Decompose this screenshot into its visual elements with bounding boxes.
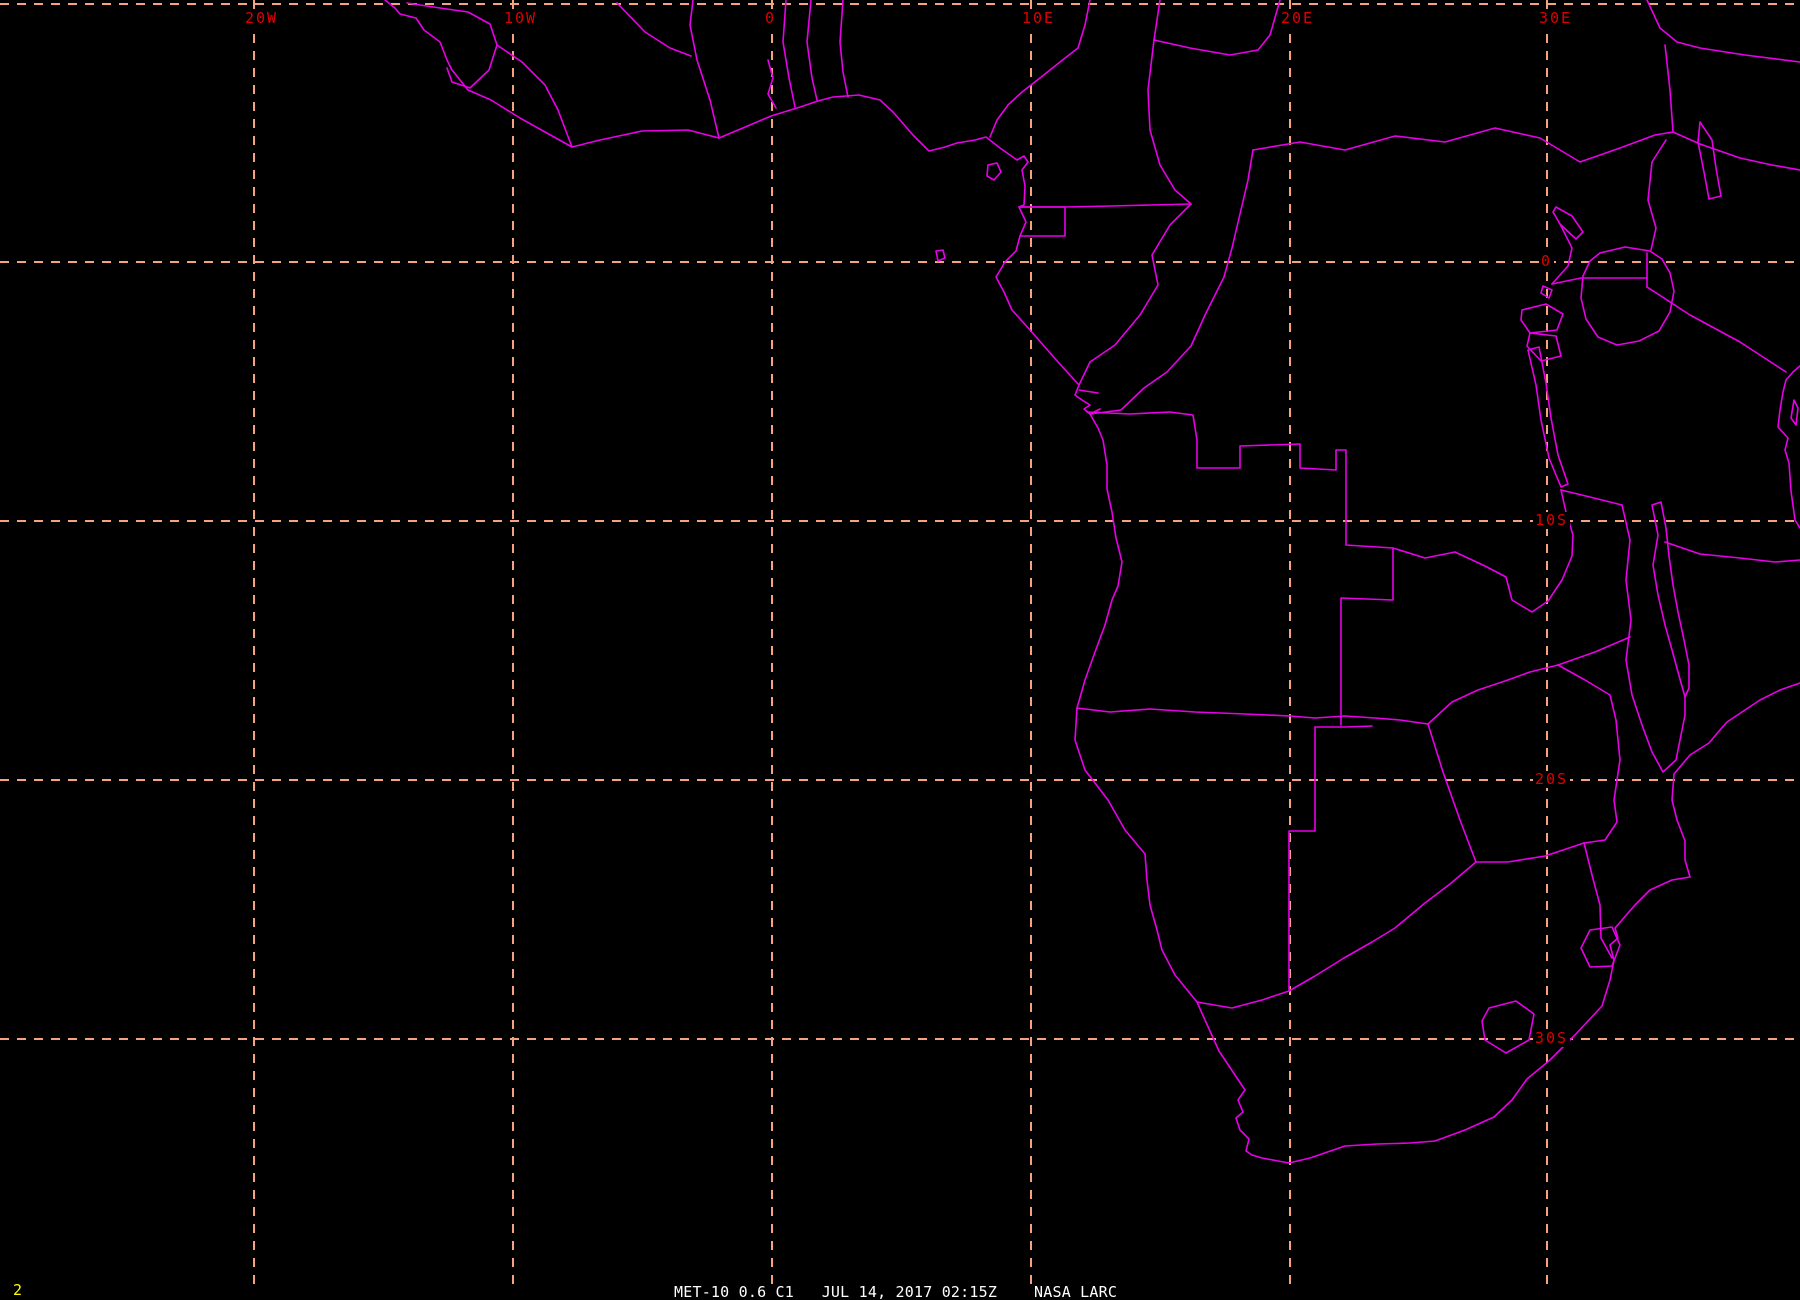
border-cameroon-chad bbox=[1153, 0, 1281, 56]
border-lesotho bbox=[1481, 1000, 1535, 1054]
border-cabinda-south bbox=[1089, 408, 1101, 415]
border-cameroon-car bbox=[1147, 0, 1192, 205]
border-burkina bbox=[616, 2, 692, 57]
gridline-parallel-30s bbox=[0, 1038, 1800, 1040]
border-sudan-ethiopia bbox=[1646, 0, 1800, 63]
status-line: MET-10 0.6 C1 JUL 14, 2017 02:15Z NASA L… bbox=[674, 1283, 1118, 1300]
gridline-parallel-0 bbox=[0, 261, 1800, 263]
lake-turkana bbox=[1697, 121, 1722, 200]
coastline-east-africa bbox=[1777, 365, 1800, 529]
border-south-sudan-uganda bbox=[1664, 44, 1674, 133]
gridline-parallel-10s bbox=[0, 520, 1800, 522]
lake-tanganyika bbox=[1527, 346, 1569, 488]
border-south-africa-zimbabwe bbox=[1475, 842, 1585, 863]
gridline-parallel-20s bbox=[0, 779, 1800, 781]
lake-edward bbox=[1540, 285, 1553, 299]
gridline-meridian-30e bbox=[1546, 0, 1548, 1292]
parallel-label-0: 0 bbox=[1539, 252, 1555, 270]
lake-volta bbox=[767, 59, 777, 109]
border-rwanda bbox=[1520, 303, 1564, 334]
border-cote-divoire-ghana bbox=[689, 0, 720, 139]
border-zambia-zimbabwe bbox=[1427, 664, 1559, 725]
border-namibia-botswana bbox=[1288, 726, 1316, 992]
border-caprivi-south bbox=[1314, 725, 1373, 728]
island-zanzibar bbox=[1790, 399, 1799, 426]
meridian-label-10w: 10W bbox=[502, 9, 540, 27]
border-namibia-angola bbox=[1076, 707, 1316, 719]
border-sierra-leone bbox=[406, 2, 498, 89]
coastline-africa bbox=[384, 0, 1800, 1164]
border-south-africa-botswana bbox=[1288, 861, 1477, 992]
lake-malawi bbox=[1651, 501, 1690, 698]
border-drc-uganda bbox=[1551, 223, 1573, 285]
border-benin-nigeria bbox=[839, 0, 849, 98]
border-namibia-south-africa bbox=[1196, 990, 1290, 1009]
border-togo-benin bbox=[806, 0, 818, 101]
island-sao-tome bbox=[935, 249, 946, 262]
gridline-meridian-10e bbox=[1030, 0, 1032, 1292]
border-congo-drc bbox=[1089, 149, 1254, 415]
meridian-label-30e: 30E bbox=[1537, 9, 1575, 27]
border-ghana-togo bbox=[782, 0, 796, 108]
border-car-drc bbox=[1252, 127, 1674, 163]
border-botswana-zimbabwe bbox=[1427, 723, 1477, 863]
border-south-africa-mozambique bbox=[1583, 842, 1613, 959]
border-cabinda-north bbox=[1078, 389, 1099, 394]
gridline-meridian-10w bbox=[512, 0, 514, 1292]
border-kenya-ethiopia bbox=[1672, 131, 1800, 171]
border-equatorial-guinea bbox=[1018, 206, 1066, 237]
border-kenya-tanzania bbox=[1646, 286, 1787, 373]
border-zimbabwe-mozambique bbox=[1557, 664, 1621, 844]
gridline-parallel-10n bbox=[0, 3, 1800, 5]
border-nigeria-cameroon bbox=[989, 0, 1091, 138]
island-bioko bbox=[986, 162, 1002, 181]
parallel-label-20s: 20S bbox=[1533, 770, 1571, 788]
border-uganda-tanzania bbox=[1551, 277, 1648, 285]
border-burundi bbox=[1526, 332, 1562, 362]
border-uganda-kenya bbox=[1647, 139, 1667, 251]
border-malawi-zambia bbox=[1621, 504, 1686, 773]
parallel-label-10s: 10S bbox=[1533, 511, 1571, 529]
border-tanzania-zambia bbox=[1560, 489, 1623, 506]
border-liberia-cote-divoire bbox=[496, 44, 573, 148]
border-gabon-congo bbox=[1078, 203, 1192, 386]
border-eswatini bbox=[1580, 926, 1621, 968]
gridline-meridian-0 bbox=[771, 0, 773, 1292]
border-angola-drc-zambia bbox=[1086, 411, 1394, 726]
parallel-label-30s: 30S bbox=[1533, 1029, 1571, 1047]
frame-number: 2 bbox=[13, 1281, 23, 1299]
gridline-meridian-20w bbox=[253, 0, 255, 1292]
border-drc-zambia bbox=[1392, 489, 1574, 613]
border-zambia-mozambique bbox=[1557, 636, 1631, 666]
lake-victoria bbox=[1580, 246, 1675, 346]
gridline-meridian-20e bbox=[1289, 0, 1291, 1292]
meridian-label-10e: 10E bbox=[1020, 9, 1058, 27]
border-caprivi-north bbox=[1314, 715, 1429, 725]
meridian-label-20w: 20W bbox=[243, 9, 281, 27]
meridian-label-0: 0 bbox=[763, 9, 779, 27]
lake-albert bbox=[1552, 206, 1584, 240]
border-mozambique-tanzania bbox=[1664, 541, 1800, 563]
meridian-label-20e: 20E bbox=[1279, 9, 1317, 27]
